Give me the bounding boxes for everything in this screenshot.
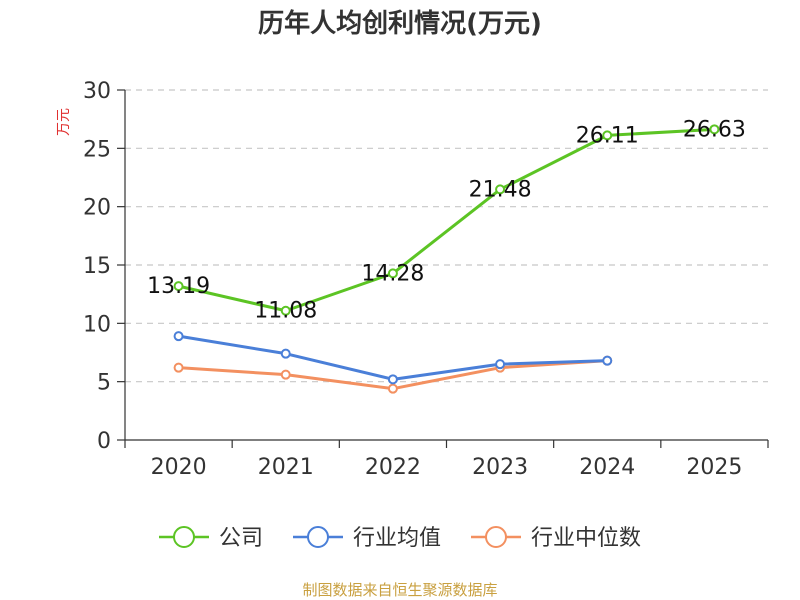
x-tick-label: 2022 [365, 455, 421, 480]
legend-label: 行业均值 [353, 526, 441, 551]
data-point [602, 355, 613, 366]
series-layer [173, 124, 720, 394]
series-line [178, 127, 715, 313]
y-axis-unit: 万元 [56, 108, 72, 136]
data-point [387, 268, 398, 279]
x-tick-label: 2025 [686, 455, 742, 480]
legend-marker-circle [485, 526, 507, 548]
data-label: 26.11 [576, 123, 639, 148]
legend-marker-circle [173, 526, 195, 548]
legend-label: 公司 [219, 526, 263, 551]
legend-item: 行业均值 [293, 526, 441, 551]
data-point [173, 362, 184, 373]
source-note: 制图数据来自恒生聚源数据库 [302, 581, 497, 599]
y-tick-label: 30 [83, 79, 111, 104]
x-tick-label: 2024 [579, 455, 635, 480]
y-tick-label: 0 [97, 429, 111, 454]
data-point [280, 305, 291, 316]
y-tick-label: 15 [83, 254, 111, 279]
data-point [387, 383, 398, 394]
data-point [280, 348, 291, 359]
legend-label: 行业中位数 [531, 526, 641, 551]
y-tick-label: 5 [97, 371, 111, 396]
legend-item: 公司 [159, 526, 263, 551]
x-tick-label: 2021 [258, 455, 314, 480]
label-layer: 13.19 11.08 14.28 21.48 26.11 26.63 [147, 117, 746, 323]
chart-title: 历年人均创利情况(万元) [258, 8, 542, 39]
data-point [709, 124, 720, 135]
legend: 公司 行业均值 行业中位数 [159, 526, 641, 551]
data-label: 26.63 [683, 117, 746, 142]
y-tick-label: 25 [83, 137, 111, 162]
data-label: 21.48 [469, 177, 532, 202]
data-point [495, 184, 506, 195]
data-point [280, 369, 291, 380]
legend-marker-circle [307, 526, 329, 548]
data-point [602, 130, 613, 141]
data-label: 13.19 [147, 274, 210, 299]
data-label: 14.28 [361, 261, 424, 286]
legend-item: 行业中位数 [471, 526, 641, 551]
y-tick-label: 20 [83, 196, 111, 221]
x-tick-label: 2020 [151, 455, 207, 480]
grid-layer [125, 89, 768, 383]
data-label: 11.08 [254, 299, 317, 324]
data-point [173, 331, 184, 342]
y-tick-label: 10 [83, 312, 111, 337]
x-tick-label: 2023 [472, 455, 528, 480]
data-point [495, 359, 506, 370]
data-point [387, 374, 398, 385]
data-point [173, 281, 184, 292]
